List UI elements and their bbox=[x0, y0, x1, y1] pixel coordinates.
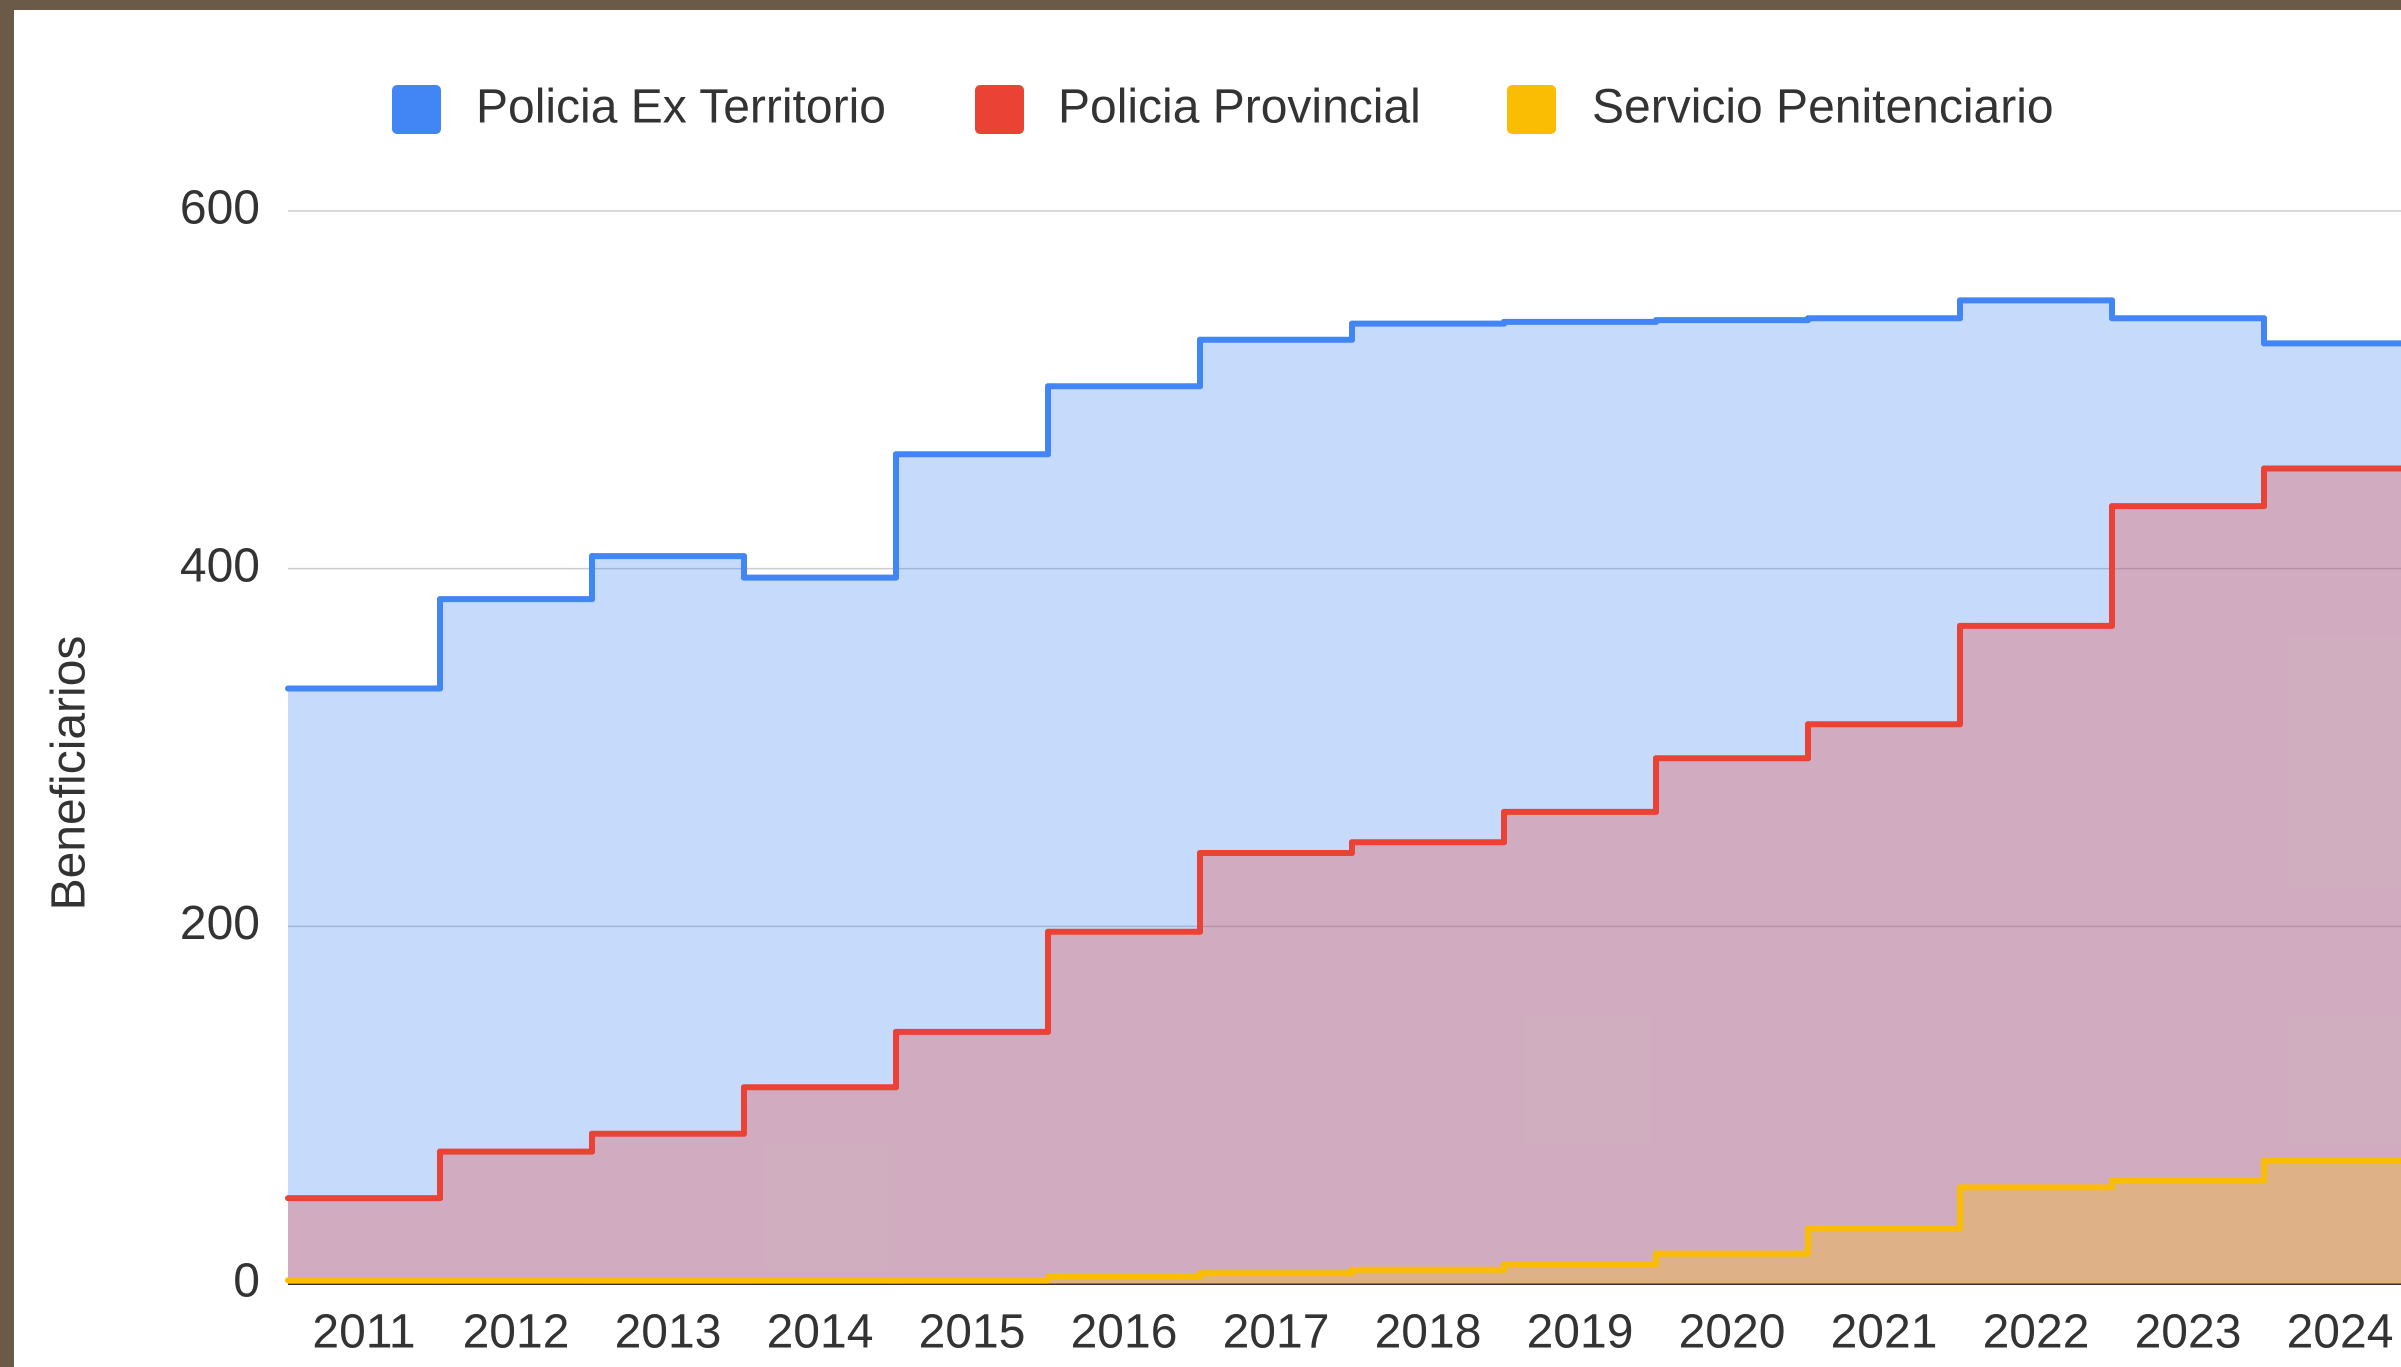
y-tick-label: 0 bbox=[233, 1255, 260, 1308]
area-step bbox=[1048, 932, 1200, 1284]
page: Beneficiarios 0 200 400 600 2011 2012 2013 2014… bbox=[0, 0, 2401, 1367]
x-tick-label: 2022 bbox=[1983, 1306, 2090, 1359]
area-step bbox=[440, 1152, 592, 1284]
area-step bbox=[896, 1032, 1048, 1284]
area-step bbox=[592, 1134, 744, 1284]
area-step bbox=[288, 688, 440, 1284]
legend-label: Policia Ex Territorio bbox=[476, 81, 886, 134]
legend-label: Servicio Penitenciario bbox=[1592, 81, 2054, 134]
x-tick-label: 2015 bbox=[919, 1306, 1026, 1359]
y-tick-label: 400 bbox=[180, 539, 260, 592]
y-tick-label: 200 bbox=[180, 897, 260, 950]
area-step bbox=[1200, 853, 1352, 1284]
y-tick-label: 600 bbox=[180, 182, 260, 235]
area-step bbox=[1808, 1229, 1960, 1284]
area-step bbox=[2264, 1161, 2401, 1284]
area-step bbox=[1352, 842, 1504, 1284]
x-tick-label: 2024 bbox=[2287, 1306, 2394, 1359]
legend-swatch bbox=[392, 85, 441, 134]
x-tick-label: 2014 bbox=[767, 1306, 874, 1359]
legend-swatch bbox=[1507, 85, 1556, 134]
x-tick-label: 2018 bbox=[1375, 1306, 1482, 1359]
x-tick-label: 2023 bbox=[2135, 1306, 2242, 1359]
y-axis-label: Beneficiarios bbox=[43, 636, 96, 911]
x-tick-label: 2017 bbox=[1223, 1306, 1330, 1359]
legend-label: Policia Provincial bbox=[1058, 81, 1421, 134]
area-step bbox=[744, 1087, 896, 1284]
area-step bbox=[1960, 1187, 2112, 1284]
chart: Beneficiarios 0 200 400 600 2011 2012 2013 2014… bbox=[0, 0, 2401, 1367]
area-step bbox=[1656, 758, 1808, 1284]
x-tick-label: 2016 bbox=[1071, 1306, 1178, 1359]
area-step bbox=[2112, 1180, 2264, 1284]
area-step bbox=[1808, 724, 1960, 1284]
legend-swatch bbox=[975, 85, 1024, 134]
area-step bbox=[1656, 1254, 1808, 1284]
x-tick-label: 2011 bbox=[312, 1306, 415, 1359]
area-step bbox=[288, 1198, 440, 1284]
area-step bbox=[1504, 812, 1656, 1284]
x-tick-label: 2012 bbox=[463, 1306, 570, 1359]
x-tick-label: 2020 bbox=[1679, 1306, 1786, 1359]
x-tick-label: 2021 bbox=[1831, 1306, 1938, 1359]
x-tick-label: 2013 bbox=[615, 1306, 722, 1359]
area-step bbox=[2112, 506, 2264, 1284]
x-tick-label: 2019 bbox=[1527, 1306, 1634, 1359]
